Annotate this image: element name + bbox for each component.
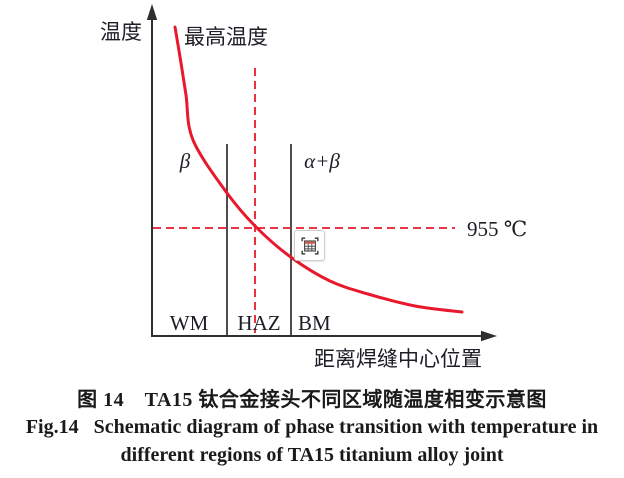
- phase-transition-diagram: 温度 最高温度 β α+β 955 ℃ WM HAZ BM 距离焊缝中心位置: [100, 4, 527, 371]
- table-capture-button[interactable]: [294, 230, 325, 261]
- figure-caption-en-line2: different regions of TA15 titanium alloy…: [120, 444, 504, 466]
- curve-label: 最高温度: [184, 25, 268, 49]
- region-label-wm: WM: [170, 311, 209, 335]
- phase-label-beta: β: [179, 149, 191, 173]
- table-capture-icon: [300, 236, 319, 255]
- region-label-bm: BM: [298, 311, 331, 335]
- x-axis-arrowhead: [481, 330, 497, 342]
- x-axis-label: 距离焊缝中心位置: [314, 347, 482, 371]
- figure-caption-en-line1: Fig.14 Schematic diagram of phase transi…: [25, 416, 599, 438]
- temperature-curve: [173, 25, 464, 314]
- reference-temperature-label: 955 ℃: [467, 217, 527, 241]
- figure-caption-zh: 图 14 TA15 钛合金接头不同区域随温度相变示意图: [77, 389, 547, 411]
- phase-label-alpha-beta: α+β: [304, 149, 340, 173]
- y-axis-label: 温度: [100, 20, 142, 44]
- region-label-haz: HAZ: [237, 311, 280, 335]
- y-axis-arrowhead: [146, 4, 158, 20]
